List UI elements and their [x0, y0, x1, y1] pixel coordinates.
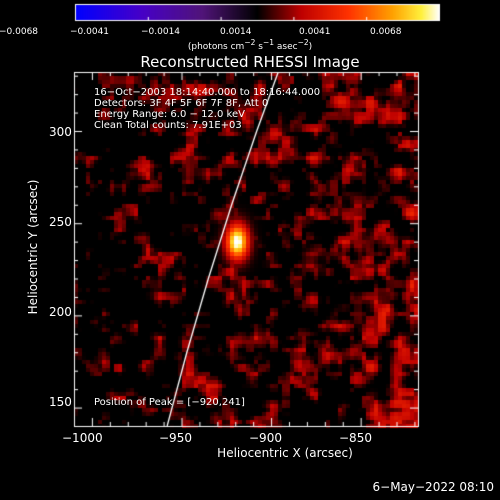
colorbar-tick-label: −0.0068 [0, 27, 39, 37]
y-tick-label: 300 [49, 125, 72, 139]
peak-position-label: Position of Peak = [−920,241] [94, 397, 245, 408]
colorbar-tick-label: 0.0068 [370, 27, 402, 37]
colorbar-tick-label: 0.0041 [299, 27, 331, 37]
footer-date: 6−May−2022 08:10 [372, 480, 495, 494]
info-energy-range: Energy Range: 6.0 − 12.0 keV [94, 109, 245, 120]
x-tick-label: −900 [249, 431, 282, 445]
info-time-range: 16−Oct−2003 18:14:40.000 to 18:16:44.000 [94, 87, 321, 98]
colorbar-tick-label: 0.0014 [220, 27, 252, 37]
y-tick-label: 250 [49, 215, 72, 229]
x-tick-label: −950 [159, 431, 192, 445]
colorbar-units: (photons cm−2 s−1 asec−2) [187, 38, 313, 52]
colorbar-tick-label: −0.0041 [70, 27, 110, 37]
y-axis-label: Heliocentric Y (arcsec) [26, 179, 40, 315]
colorbar-tick-label: −0.0014 [141, 27, 181, 37]
page-title: Reconstructed RHESSI Image [140, 53, 360, 71]
x-tick-label: −1000 [62, 431, 103, 445]
x-axis-label: Heliocentric X (arcsec) [217, 446, 353, 460]
info-counts: Clean Total counts: 7.91E+03 [94, 120, 242, 131]
info-detectors: Detectors: 3F 4F 5F 6F 7F 8F, Att 0 [94, 98, 269, 109]
y-tick-label: 200 [49, 305, 72, 319]
x-tick-label: −850 [339, 431, 372, 445]
y-tick-label: 150 [49, 395, 72, 409]
